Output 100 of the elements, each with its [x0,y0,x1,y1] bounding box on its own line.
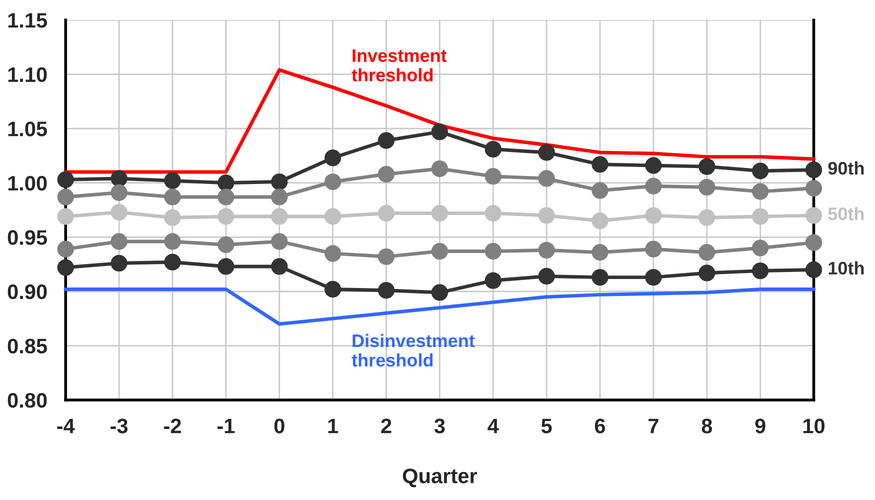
point [164,209,181,226]
point [484,204,502,222]
series-label: Disinvestment threshold [352,334,475,367]
point [645,240,662,258]
point [592,212,608,230]
x-tick-label: 5 [541,418,552,434]
point [271,258,288,275]
y-tick-label: 1.15 [8,13,47,28]
point [484,140,502,158]
series-label: 90th [828,161,864,175]
point [698,178,716,196]
point [57,188,74,206]
point [218,258,234,275]
point [378,166,395,183]
series-label: 10th [828,261,864,275]
point [805,261,822,278]
point [218,236,234,254]
point [752,183,769,200]
point [378,132,395,149]
point [752,162,769,180]
point [592,156,608,173]
point [752,262,769,280]
point [645,268,662,286]
point [431,284,448,301]
point [110,233,128,250]
x-tick-label: -3 [110,418,128,434]
point [324,150,342,166]
point [324,280,342,298]
y-tick-label: 0.85 [8,338,47,354]
point [57,171,74,188]
point [484,272,502,289]
point [110,204,128,221]
y-tick-label: 0.80 [8,393,47,408]
x-tick-label: 7 [648,418,658,434]
point [378,282,395,299]
point [698,244,716,261]
point [645,207,662,224]
point [57,240,74,258]
point [218,188,234,206]
point [431,123,448,140]
point [271,188,288,206]
point [592,244,608,261]
point [805,180,822,197]
point [378,248,395,266]
y-tick-label: 0.95 [8,230,47,245]
y-tick-label: 1.00 [8,176,47,191]
y-tick-label: 0.90 [8,284,47,300]
point [698,264,716,282]
point [110,254,128,272]
x-tick-label: 3 [434,418,445,434]
x-tick-label: 6 [594,418,606,434]
point [698,158,716,175]
x-tick-label: 1 [328,418,338,434]
point [271,233,288,250]
x-tick-label: 2 [381,418,392,434]
point [57,259,74,276]
point [324,245,342,262]
x-tick-label: -4 [57,418,75,434]
point [645,157,662,174]
y-tick-label: 1.05 [8,122,47,136]
x-tick-label: 0 [274,418,284,434]
x-tick-label: 10 [803,418,824,434]
point [378,204,395,222]
point [752,208,769,225]
point [645,178,662,194]
point [805,207,822,224]
point [698,209,716,226]
point [324,208,342,225]
point [538,170,555,187]
point [431,204,448,222]
point [324,173,342,190]
point [805,234,822,251]
point [805,161,822,178]
point [538,242,555,259]
point [538,268,555,285]
point [164,233,181,250]
x-tick-label: -1 [217,418,235,434]
point [592,182,608,199]
point [218,174,234,192]
point [110,184,128,201]
point [57,208,74,225]
point [538,207,555,224]
series-label: 50th [828,207,864,220]
point [110,170,128,187]
point [164,254,181,270]
point [271,208,288,225]
y-tick-label: 1.10 [8,67,47,82]
point [752,240,769,256]
point [592,268,608,286]
point [164,172,181,190]
x-axis-title: Quarter [402,468,477,488]
point [164,188,181,206]
series-label: Investment threshold [352,49,447,82]
line-series [64,288,816,326]
x-tick-label: 9 [755,418,766,434]
point [271,173,288,190]
x-tick-label: 4 [488,418,499,434]
x-tick-label: 8 [702,418,712,434]
point [218,208,234,225]
point [431,242,448,260]
